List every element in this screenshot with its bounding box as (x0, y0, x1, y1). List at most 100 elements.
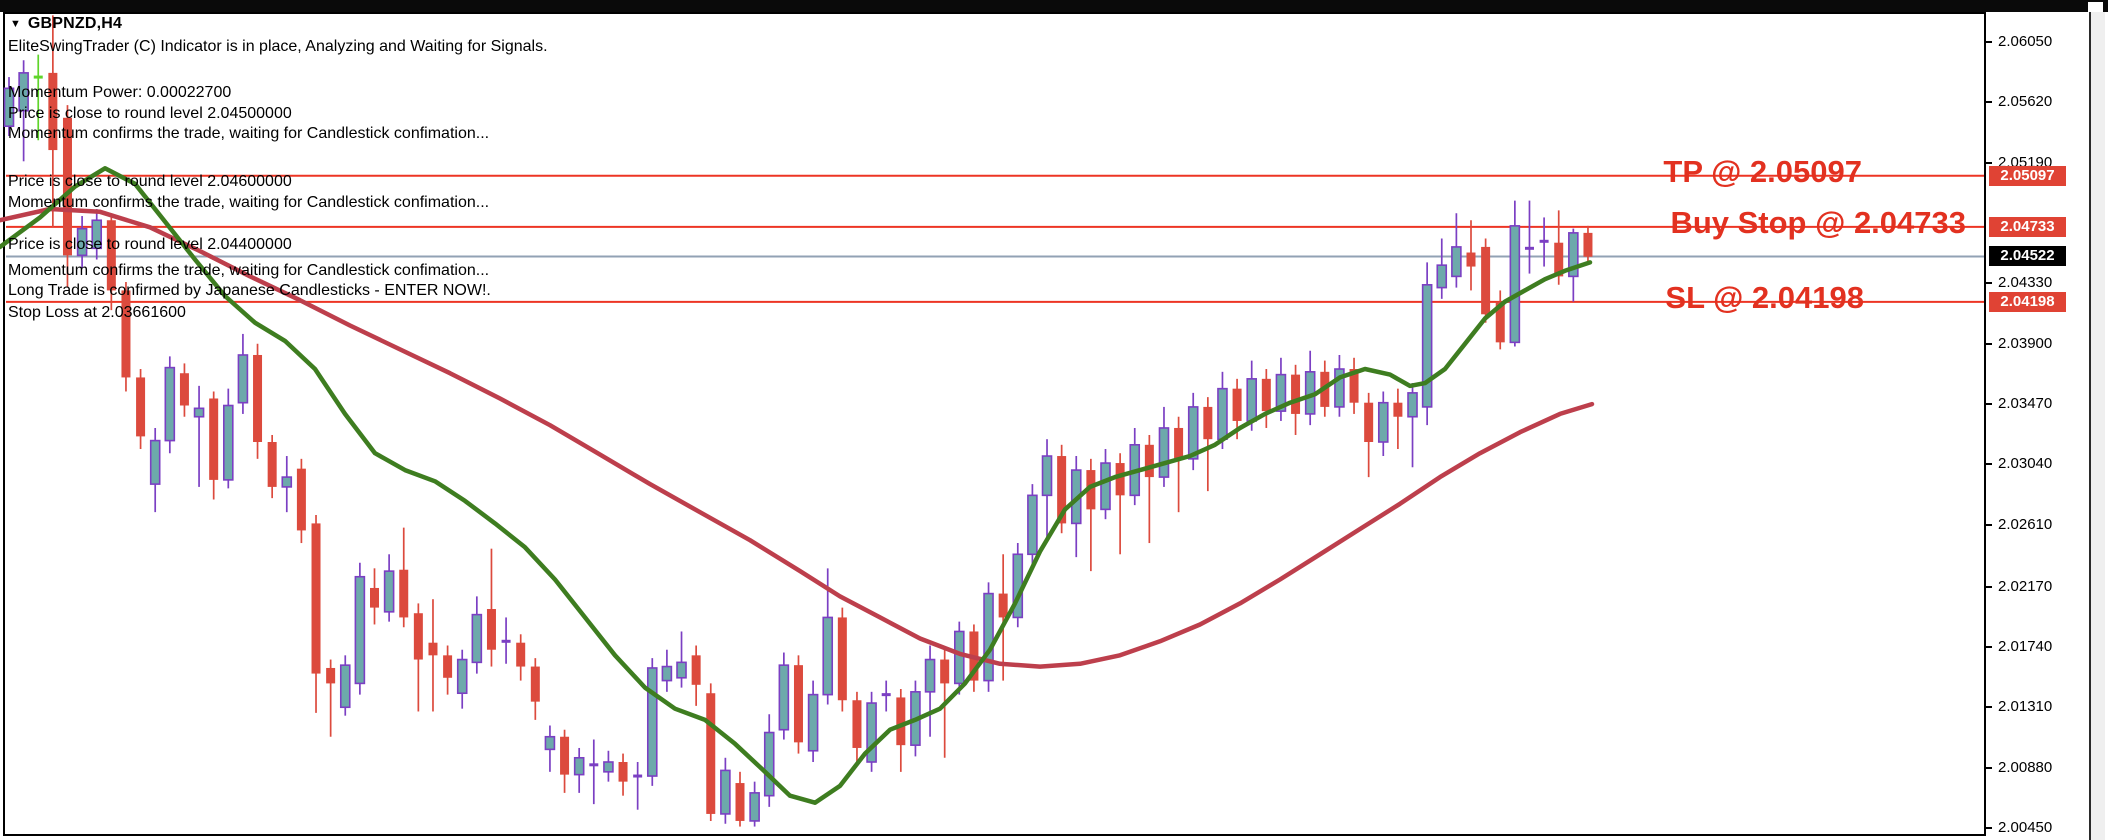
price-tick (1985, 706, 1992, 709)
bear-candle (370, 587, 379, 608)
price-axis-label: 2.04330 (1998, 274, 2053, 292)
bear-candle (1349, 369, 1359, 403)
bear-candle (1261, 378, 1271, 412)
bear-candle (1291, 374, 1301, 414)
bull-candle (1334, 368, 1345, 408)
indicator-comment-line: Stop Loss at 2.03661600 (8, 304, 186, 321)
bull-candle (1407, 392, 1418, 418)
bear-candle (443, 655, 453, 678)
bear-candle (179, 373, 189, 406)
bull-candle (983, 592, 994, 682)
bear-candle (106, 220, 116, 291)
price-axis-label: 2.02170 (1998, 577, 2053, 595)
bull-candle (18, 72, 29, 112)
buy-stop-price-badge: 2.04733 (1989, 216, 2066, 237)
bull-candle (1187, 406, 1199, 460)
take-profit-price-badge: 2.05097 (1989, 165, 2066, 186)
indicator-comment-line: Long Trade is confirmed by Japanese Cand… (8, 282, 491, 299)
stop-loss-label: SL @ 2.04198 (1665, 279, 1864, 315)
current-price-badge: 2.04522 (1989, 246, 2066, 267)
right-scroll-strip[interactable] (2089, 12, 2105, 840)
price-axis-label: 2.03040 (1998, 455, 2053, 473)
bear-candle (560, 736, 570, 775)
bull-candle (778, 664, 790, 731)
price-axis-label: 2.01310 (1998, 698, 2053, 716)
bull-candle (807, 693, 819, 752)
price-axis-label: 2.02610 (1998, 515, 2053, 533)
bull-candle (720, 769, 731, 815)
price-tick (1985, 826, 1992, 829)
price-tick (1985, 41, 1992, 43)
chart-frame (3, 12, 1986, 836)
indicator-comment-line: Price is close to round level 2.04400000 (8, 236, 292, 253)
price-tick (1985, 282, 1992, 285)
bull-candle (193, 407, 205, 418)
price-axis-label: 2.00450 (1998, 818, 2053, 836)
bear-candle (1174, 427, 1184, 459)
bull-candle (281, 476, 293, 488)
indicator-comment-line: Momentum confirms the trade, waiting for… (8, 262, 490, 279)
bull-candle (223, 404, 234, 481)
bull-candle (1100, 462, 1111, 511)
bear-candle (253, 354, 263, 442)
bear-candle (1481, 246, 1491, 315)
bull-candle (676, 661, 687, 679)
bear-candle (1086, 470, 1096, 510)
price-tick (1985, 463, 1992, 466)
doji-candle (589, 763, 599, 767)
price-tick (1985, 342, 1992, 345)
price-tick (1985, 766, 1992, 769)
bull-candle (544, 735, 556, 751)
bear-candle (209, 398, 219, 480)
bear-candle (530, 666, 540, 702)
bear-candle (1115, 463, 1125, 496)
bull-candle (1158, 427, 1170, 478)
indicator-comment-line: Price is close to round level 2.04500000 (8, 105, 292, 122)
bear-candle (296, 468, 306, 531)
bull-candle (749, 792, 760, 822)
topbar-notch (2088, 2, 2103, 12)
bear-candle (121, 290, 131, 378)
price-tick (1985, 101, 1992, 104)
bear-candle (1144, 444, 1154, 478)
bull-candle (339, 664, 351, 709)
buy-stop-label: Buy Stop @ 2.04733 (1670, 204, 1966, 240)
bull-candle (1027, 494, 1038, 556)
chevron-down-icon[interactable]: ▼ (10, 17, 21, 30)
indicator-comment-line: EliteSwingTrader (C) Indicator is in pla… (8, 38, 548, 55)
doji-candle (33, 75, 43, 79)
bull-candle (3, 87, 15, 128)
price-tick (1985, 523, 1992, 526)
bear-candle (136, 377, 146, 437)
bear-candle (62, 117, 72, 256)
bear-candle (793, 665, 803, 743)
bull-candle (573, 756, 585, 776)
doji-candle (1539, 239, 1549, 243)
price-axis-label: 2.01740 (1998, 637, 2053, 655)
price-axis-label: 2.03900 (1998, 334, 2053, 352)
bull-candle (822, 616, 834, 696)
bear-candle (399, 569, 409, 618)
doji-candle (501, 639, 511, 643)
indicator-comment-line: Momentum confirms the trade, waiting for… (8, 194, 490, 211)
bull-candle (763, 731, 775, 797)
bull-candle (1509, 225, 1521, 344)
price-tick (1985, 585, 1992, 588)
doji-candle (633, 774, 643, 778)
indicator-comment-line: Price is close to round level 2.04600000 (8, 173, 292, 190)
bull-candle (953, 630, 965, 685)
bear-candle (48, 72, 58, 151)
symbol-selector[interactable]: ▼ GBPNZD,H4 (10, 15, 122, 33)
bear-candle (940, 659, 950, 684)
symbol-title: GBPNZD,H4 (27, 15, 123, 32)
bear-candle (998, 593, 1008, 618)
price-axis-label: 2.05620 (1998, 93, 2053, 111)
price-axis-label: 2.03470 (1998, 395, 2053, 413)
price-axis-label: 2.06050 (1998, 33, 2053, 50)
bull-candle (1246, 378, 1257, 422)
price-axis-label: 2.00880 (1998, 758, 2053, 776)
slow-ma-line (0, 206, 1595, 669)
bull-candle (1568, 232, 1579, 278)
